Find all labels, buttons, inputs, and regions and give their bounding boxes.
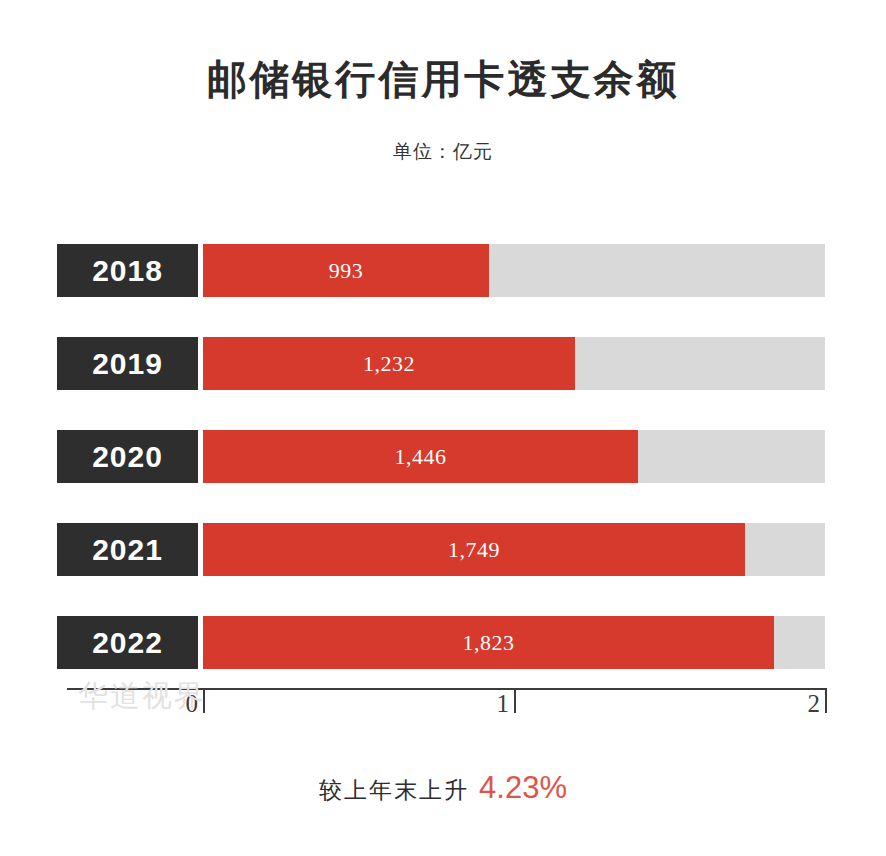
page-title: 邮储银行信用卡透支余额 xyxy=(0,52,886,107)
bar-fill: 1,446 xyxy=(203,430,638,483)
footer-note: 较上年末上升 4.23% xyxy=(0,770,886,806)
x-axis-tick xyxy=(825,688,827,713)
bar-fill: 1,749 xyxy=(203,523,745,576)
bar-value-label: 993 xyxy=(329,258,364,284)
bar-value-label: 1,446 xyxy=(394,444,446,470)
change-percent-value: 4.23% xyxy=(479,770,567,805)
x-axis-tick-label: 1 xyxy=(465,690,509,718)
bar-value-label: 1,823 xyxy=(462,630,514,656)
year-label: 2020 xyxy=(57,430,198,483)
bar-row: 2019 1,232 xyxy=(57,337,825,390)
bar-row: 2018 993 xyxy=(57,244,825,297)
unit-label: 单位：亿元 xyxy=(0,139,886,165)
bar-track: 1,446 xyxy=(203,430,825,483)
change-label: 较上年末上升 xyxy=(319,777,469,803)
year-label: 2019 xyxy=(57,337,198,390)
bar-value-label: 1,232 xyxy=(363,351,415,377)
bar-chart: 2018 993 2019 1,232 2020 1,446 2021 1,749 2022 1,… xyxy=(57,244,825,709)
bar-row: 2021 1,749 xyxy=(57,523,825,576)
year-label: 2018 xyxy=(57,244,198,297)
bar-fill: 1,232 xyxy=(203,337,575,390)
bar-row: 2020 1,446 xyxy=(57,430,825,483)
bar-track: 1,823 xyxy=(203,616,825,669)
bar-track: 993 xyxy=(203,244,825,297)
bar-fill: 993 xyxy=(203,244,489,297)
infographic-page: 邮储银行信用卡透支余额 单位：亿元 2018 993 2019 1,232 2020 1,… xyxy=(0,0,886,856)
bar-track: 1,232 xyxy=(203,337,825,390)
watermark: 华道视界 xyxy=(78,676,206,717)
bar-row: 2022 1,823 xyxy=(57,616,825,669)
year-label: 2021 xyxy=(57,523,198,576)
year-label: 2022 xyxy=(57,616,198,669)
bar-track: 1,749 xyxy=(203,523,825,576)
bar-fill: 1,823 xyxy=(203,616,774,669)
x-axis-tick xyxy=(514,688,516,713)
bar-value-label: 1,749 xyxy=(448,537,500,563)
x-axis-tick-label: 2 xyxy=(776,690,820,718)
